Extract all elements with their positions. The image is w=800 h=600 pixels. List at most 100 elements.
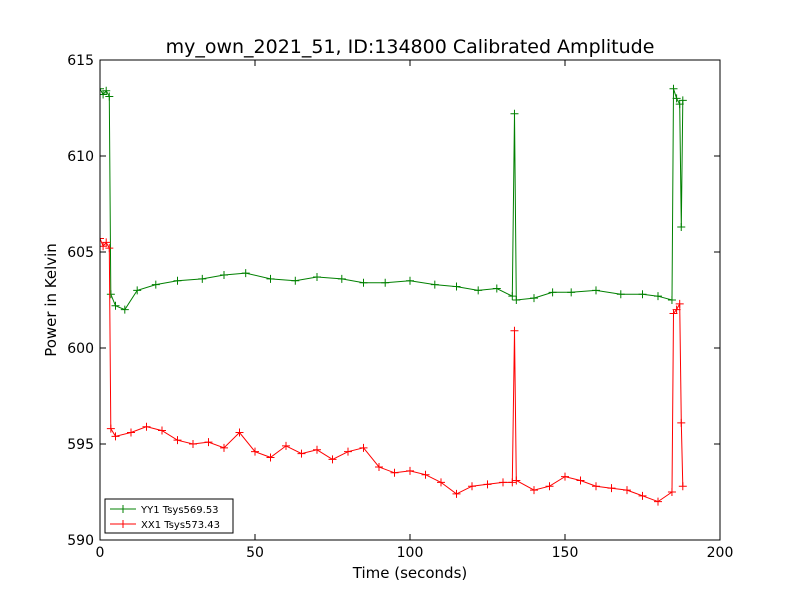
data-point [669, 84, 678, 93]
series-layer [100, 84, 687, 506]
x-axis-label: Time (seconds) [352, 564, 468, 582]
data-point [667, 488, 676, 496]
series-line [100, 88, 684, 311]
y-tick-label: 600 [67, 341, 94, 357]
data-point [111, 432, 120, 441]
data-point [328, 455, 337, 464]
data-point [508, 292, 517, 301]
data-point [127, 428, 135, 437]
data-point [204, 438, 213, 447]
data-point [359, 443, 368, 452]
data-point [474, 286, 483, 295]
data-point [381, 278, 390, 287]
data-point [375, 463, 383, 472]
data-point [638, 290, 647, 299]
data-point [545, 482, 554, 491]
x-axis: 0 50 100 150 200 [96, 60, 734, 561]
data-point [672, 94, 681, 103]
data-point [548, 288, 557, 297]
data-point [344, 447, 352, 456]
data-point [220, 271, 228, 280]
data-point [173, 276, 182, 285]
y-axis-label: Power in Kelvin [42, 243, 60, 357]
chart-title: my_own_2021_51, ID:134800 Calibrated Amp… [166, 36, 655, 58]
data-point [654, 497, 662, 506]
data-point [173, 436, 182, 445]
x-tick-label: 100 [397, 545, 424, 561]
x-tick-label: 150 [552, 545, 579, 561]
data-point [654, 292, 662, 301]
y-tick-label: 590 [67, 533, 94, 549]
data-point [510, 109, 519, 118]
data-point [106, 424, 115, 433]
legend-label: XX1 Tsys573.43 [141, 520, 220, 531]
data-point [151, 280, 160, 289]
data-point [672, 305, 681, 314]
data-point [677, 223, 686, 232]
data-point [291, 276, 300, 285]
y-tick-label: 595 [67, 437, 94, 453]
data-point [251, 447, 259, 456]
series-2 [100, 234, 687, 506]
legend-item: YY1 Tsys569.53 [110, 505, 219, 516]
data-point [499, 478, 507, 487]
data-point [359, 278, 368, 287]
data-point [158, 426, 166, 435]
y-axis: 590 595 600 605 610 615 [67, 53, 720, 549]
data-point [510, 326, 519, 335]
x-tick-label: 200 [707, 545, 734, 561]
data-point [105, 92, 114, 101]
data-point [623, 486, 631, 495]
data-point [297, 449, 306, 458]
data-point [592, 286, 600, 295]
legend-item: XX1 Tsys573.43 [110, 520, 220, 531]
legend-marker [119, 520, 127, 528]
data-point [100, 84, 104, 93]
data-point [282, 441, 290, 450]
data-point [452, 282, 461, 291]
data-point [667, 296, 676, 304]
x-tick-label: 0 [96, 545, 105, 561]
data-point [106, 290, 115, 299]
data-point [592, 482, 600, 491]
x-tick-label: 50 [246, 545, 264, 561]
data-point [567, 288, 576, 297]
data-point [576, 476, 585, 485]
data-point [678, 482, 687, 491]
data-point [406, 276, 414, 285]
data-point [198, 274, 207, 283]
data-point [468, 482, 476, 491]
data-point [678, 96, 687, 105]
data-point [266, 453, 275, 462]
data-point [133, 286, 142, 295]
data-point [189, 440, 197, 448]
series-1 [100, 84, 687, 314]
data-point [512, 476, 521, 485]
data-point [508, 478, 517, 487]
data-point [313, 445, 321, 454]
data-point [616, 290, 625, 299]
data-point [437, 478, 445, 487]
data-point [492, 284, 501, 293]
data-point [512, 296, 521, 304]
data-point [530, 294, 538, 303]
data-point [102, 238, 111, 247]
data-point [220, 443, 228, 452]
y-tick-label: 615 [67, 53, 94, 69]
data-point [142, 422, 151, 431]
data-point [266, 274, 275, 283]
data-point [105, 244, 114, 253]
data-point [638, 491, 647, 500]
data-point [430, 280, 439, 289]
data-point [100, 234, 104, 243]
data-point [452, 489, 461, 498]
legend: YY1 Tsys569.53 XX1 Tsys573.43 [104, 498, 234, 534]
data-point [102, 86, 111, 95]
data-point [390, 468, 399, 477]
data-point [337, 274, 346, 283]
data-point [241, 269, 250, 278]
data-point [607, 484, 616, 493]
legend-box [104, 498, 234, 534]
legend-marker [119, 505, 127, 513]
